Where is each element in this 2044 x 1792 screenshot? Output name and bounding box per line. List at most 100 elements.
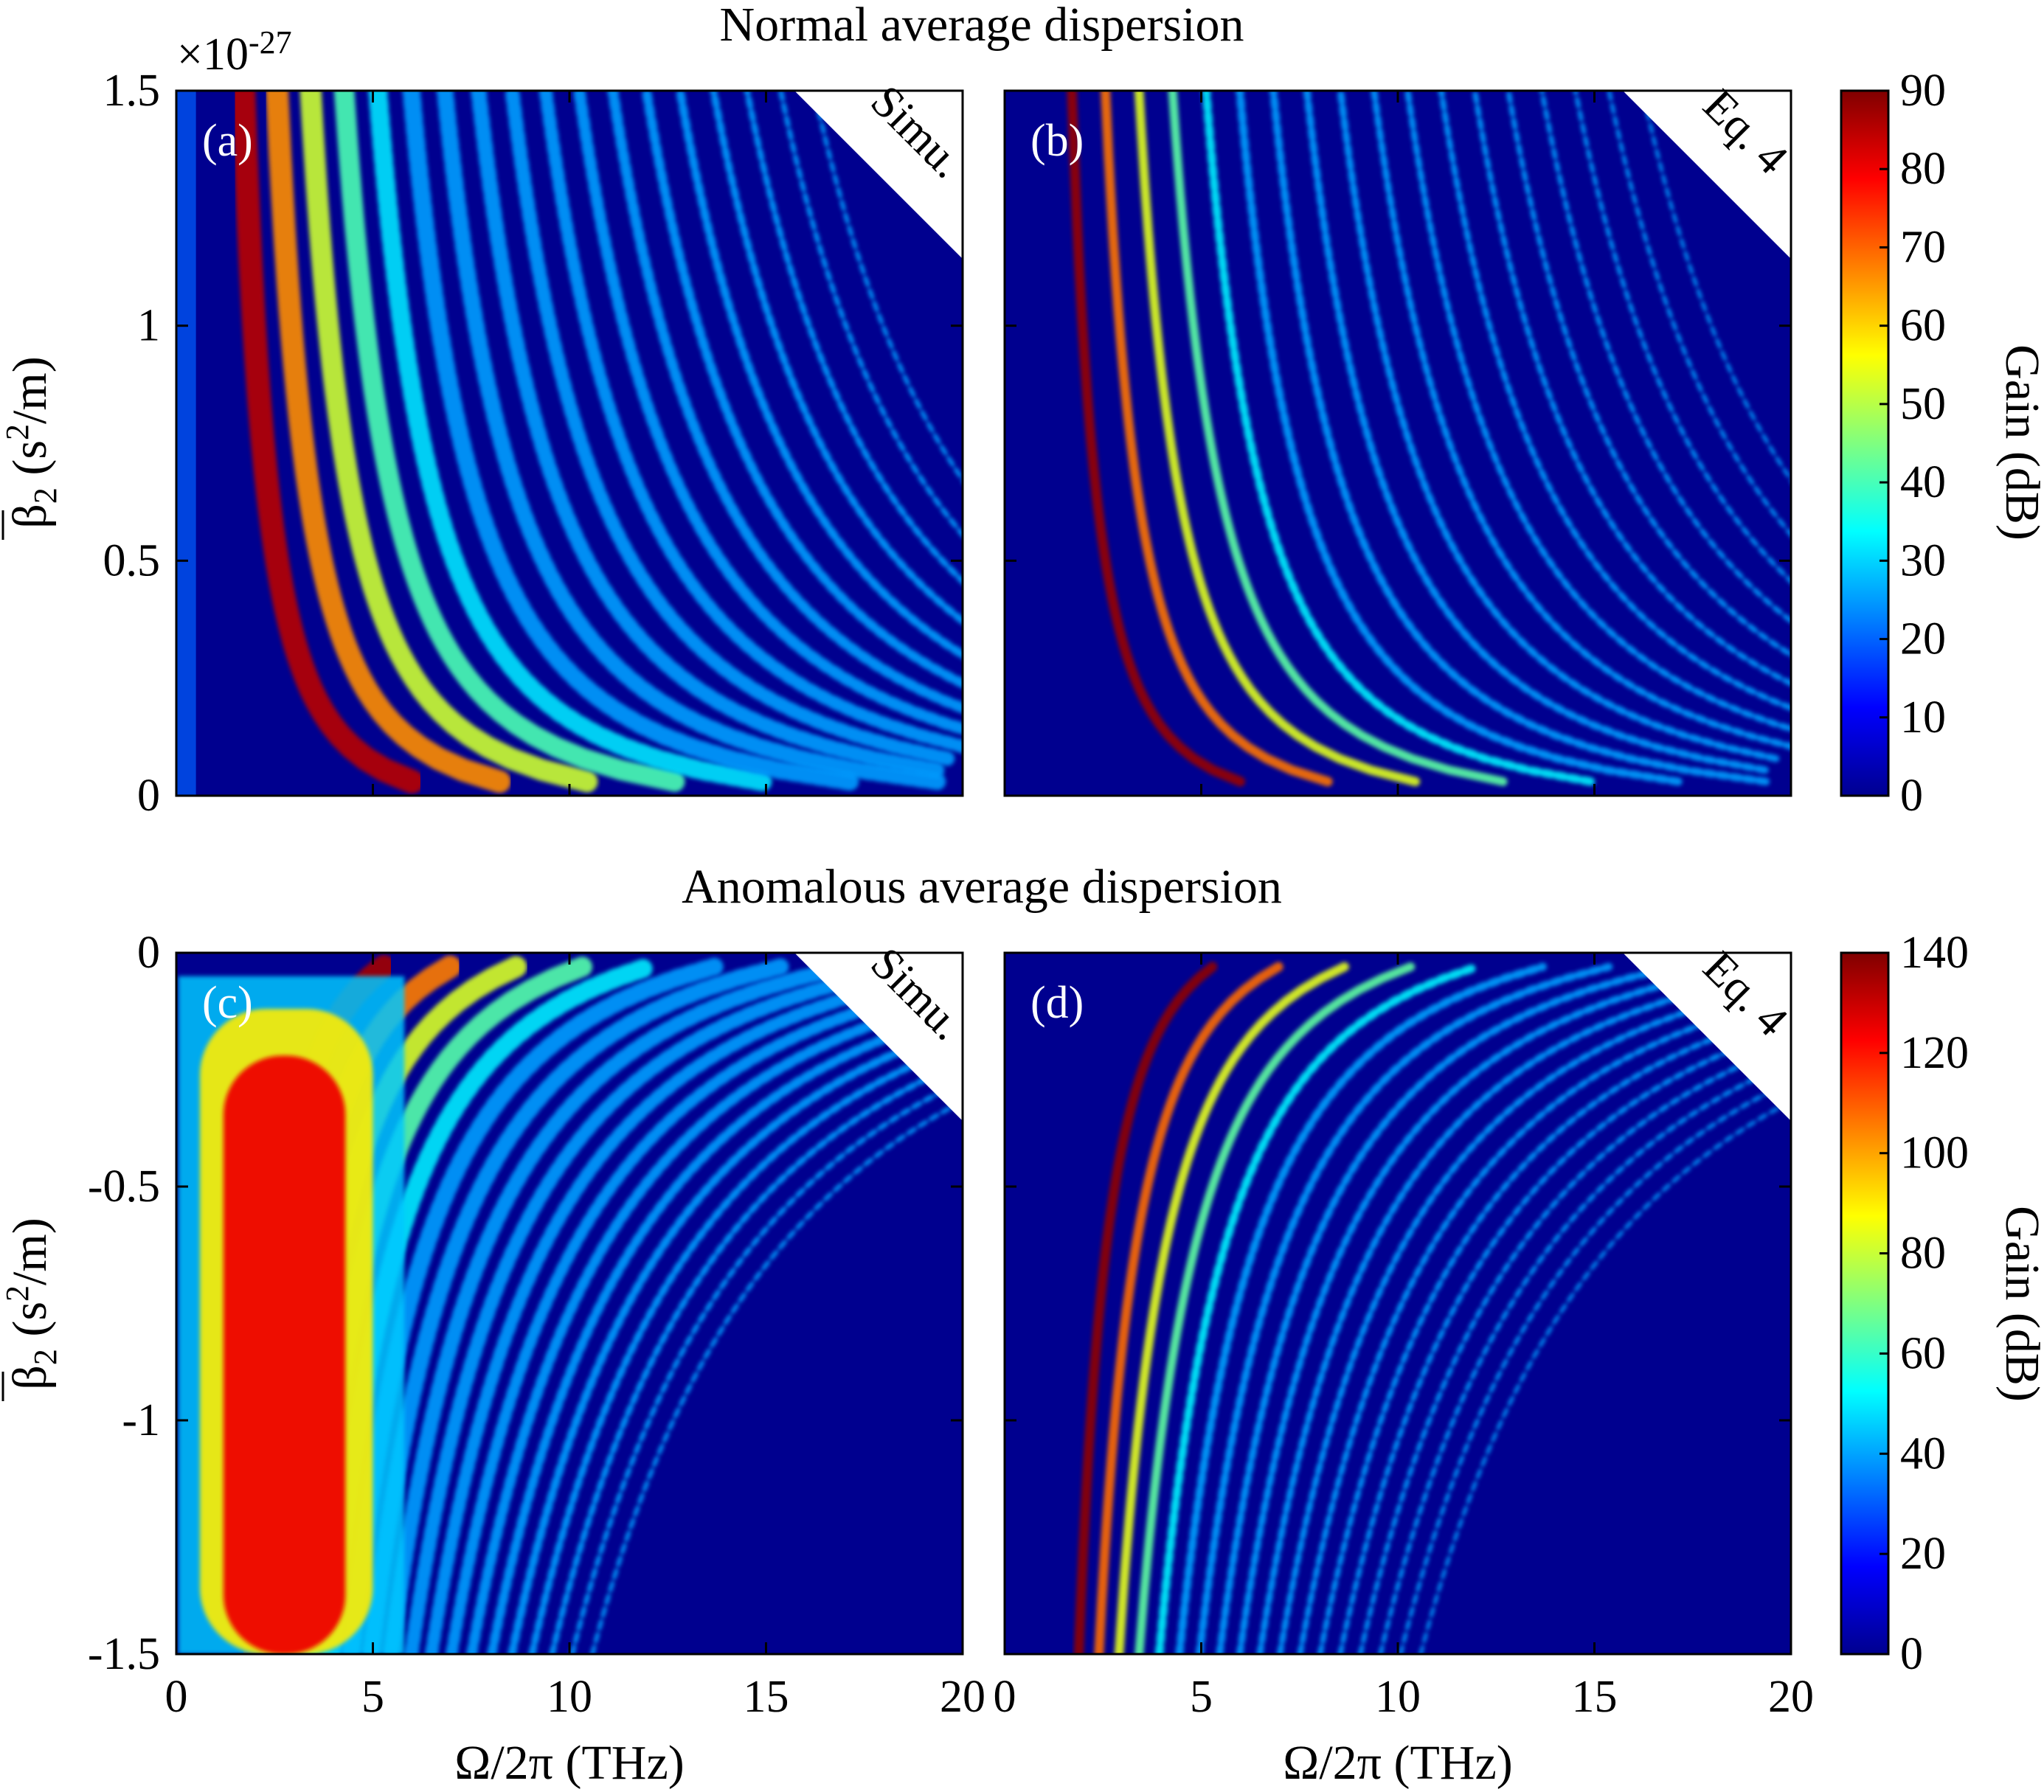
y-tick-label: -1	[122, 1395, 160, 1445]
gain-lobe-14	[507, 1022, 963, 1654]
gain-lobe-12	[466, 990, 963, 1654]
x-tick-label: 10	[1375, 1672, 1421, 1722]
y-label-sup: 2	[0, 424, 35, 440]
y-exponent-prefix: ×10	[177, 29, 249, 80]
panel-b-heatmap: Eq. 4(b)	[1003, 80, 1797, 797]
colorbar-tick-label: 30	[1900, 535, 1946, 586]
gain-lobe-8	[471, 91, 945, 778]
panel-d-heatmap: Eq. 4(d)0 5 10 15 20	[994, 942, 1815, 1722]
x-tick-label: 20	[1768, 1672, 1814, 1722]
y-label-sup-c: 2	[0, 1285, 35, 1302]
gain-lobe-1	[1067, 91, 1246, 787]
gain-lobe-2	[266, 91, 511, 793]
gain-lobe-1	[1073, 962, 1218, 1654]
y-exponent: ×10-27	[177, 24, 292, 80]
gain-lobe-18	[1641, 91, 1791, 483]
normal-dispersion-title: Normal average dispersion	[719, 0, 1244, 52]
x-tick-label: 15	[1572, 1672, 1618, 1722]
y-label-beta-c: β	[3, 1365, 57, 1390]
gain-lobe-17	[777, 91, 963, 538]
x-axis-label-d: Ω/2π (THz)	[1283, 1736, 1512, 1790]
colorbar-tick-label: 50	[1900, 379, 1946, 429]
panel-c-label: (c)	[202, 978, 253, 1028]
y-tick-label: 1	[137, 301, 160, 351]
gain-lobe-7	[1269, 91, 1770, 786]
anomalous-dispersion-title: Anomalous average dispersion	[682, 860, 1282, 914]
heatmap-background	[1005, 91, 1791, 796]
mi-band-core	[223, 1055, 346, 1654]
x-tick-label: 0	[165, 1672, 188, 1722]
colorbar-tick-label: 40	[1900, 1428, 1946, 1479]
svg-text:β2 (s2/m): β2 (s2/m)	[0, 1218, 63, 1389]
corner-tag-background	[1623, 91, 1791, 259]
colorbar-tick-label: 100	[1900, 1128, 1969, 1178]
y-tick-label: 0.5	[103, 535, 161, 586]
y-label-unit: (s	[3, 440, 57, 487]
colorbar-top: 0 10 20 30 40 50 60 70 80 90	[1840, 66, 1946, 821]
y-label-sub: 2	[27, 487, 63, 504]
colorbar-tick-label: 90	[1900, 66, 1946, 116]
gain-lobe-9	[505, 91, 955, 766]
gain-lobe-3	[1114, 962, 1349, 1654]
gain-lobe-12	[1297, 993, 1791, 1654]
gain-field	[176, 91, 963, 796]
low-freq-band	[176, 91, 196, 796]
colorbar-gradient	[1840, 951, 1890, 1656]
colorbar-tick-label: 10	[1900, 692, 1946, 743]
panel-c-heatmap: Simu.(c)-1.5-1-0.500 5 10 15 20	[88, 928, 985, 1722]
gain-lobe-1	[231, 91, 424, 794]
gain-lobe-18	[1418, 1099, 1791, 1654]
colorbar-tick-label: 40	[1900, 457, 1946, 507]
gain-lobe-14	[1337, 1024, 1791, 1654]
gain-lobe-3	[299, 91, 598, 793]
colorbar-bottom-label: Gain (dB)	[1995, 1206, 2044, 1402]
y-tick-label: 0	[137, 771, 160, 821]
gain-field	[1073, 962, 1791, 1654]
gain-lobe-18	[590, 1098, 963, 1654]
x-tick-label: 10	[547, 1672, 592, 1722]
gain-lobe-15	[1539, 91, 1791, 624]
colorbar-tick-label: 20	[1900, 1529, 1946, 1579]
corner-tag-background	[794, 953, 963, 1121]
gain-lobe-17	[1607, 91, 1791, 538]
x-tick-label: 5	[361, 1672, 384, 1722]
gain-lobe-4	[333, 91, 685, 792]
gain-lobe-10	[424, 963, 963, 1654]
gain-lobe-13	[1472, 91, 1791, 687]
colorbar-bottom: 0 20 40 60 80 100 120 140	[1840, 928, 1969, 1679]
gain-lobe-18	[811, 91, 963, 484]
gain-lobe-5	[368, 91, 772, 791]
panel-b-label: (b)	[1030, 116, 1084, 166]
gain-lobe-8	[383, 959, 855, 1654]
x-axis-label-c: Ω/2π (THz)	[454, 1736, 684, 1790]
gain-lobe-13	[486, 1006, 963, 1654]
gain-lobe-11	[1404, 91, 1791, 732]
panel-a-label: (a)	[202, 116, 253, 166]
gain-lobe-5	[1202, 91, 1596, 786]
gain-lobe-17	[1398, 1078, 1791, 1654]
gain-lobe-9	[1337, 91, 1780, 763]
corner-tag-background	[1623, 953, 1791, 1121]
gain-lobe-16	[1573, 91, 1791, 584]
gain-lobe-4	[1134, 962, 1416, 1654]
colorbar-tick-label: 20	[1900, 614, 1946, 664]
colorbar-tick-label: 120	[1900, 1028, 1969, 1078]
gain-lobe-12	[607, 91, 963, 714]
y-label-unit-c: (s	[3, 1302, 57, 1349]
y-label-unit-end: /m)	[3, 356, 57, 424]
gain-lobe-9	[1236, 963, 1745, 1654]
gain-field	[1067, 91, 1791, 787]
gain-lobe-15	[710, 91, 963, 626]
gain-lobe-11	[573, 91, 963, 735]
panel-d-label: (d)	[1030, 978, 1084, 1028]
gain-lobe-14	[1506, 91, 1791, 658]
gain-lobe-2	[1101, 91, 1333, 787]
gain-lobe-9	[403, 959, 921, 1654]
y-axis-label-top: β2 (s2/m)	[0, 356, 63, 540]
gain-lobe-2	[1094, 962, 1283, 1654]
gain-lobe-10	[1371, 91, 1791, 750]
y-tick-label: 0	[137, 928, 160, 978]
colorbar-tick-label: 0	[1900, 1629, 1923, 1679]
x-tick-label: 5	[1190, 1672, 1213, 1722]
colorbar-tick-label: 80	[1900, 144, 1946, 194]
